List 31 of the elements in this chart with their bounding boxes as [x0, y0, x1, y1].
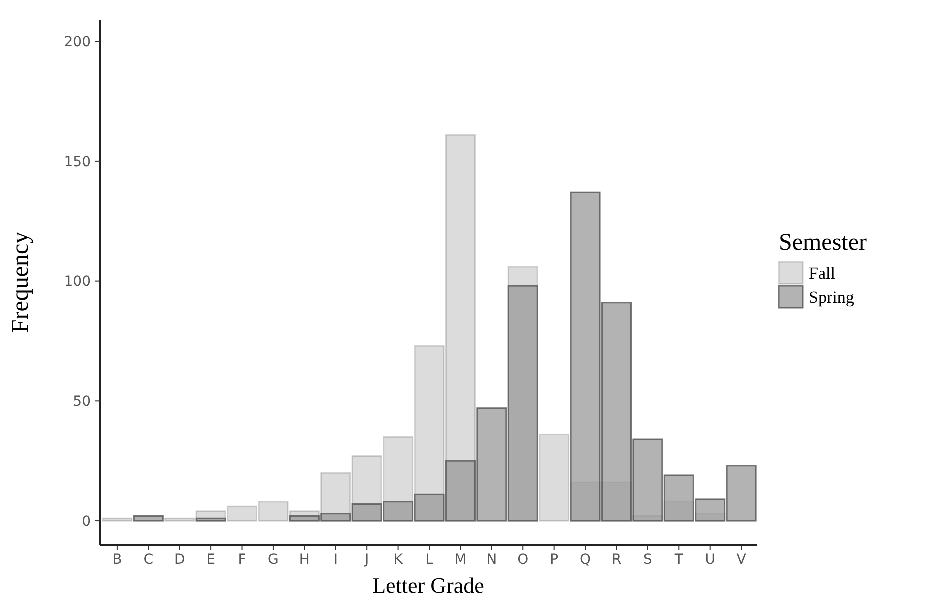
x-tick-label: D [174, 552, 186, 568]
x-tick-label: H [299, 552, 310, 568]
x-tick-label: B [112, 552, 122, 568]
legend-title: Semester [779, 230, 867, 256]
x-tick-label: L [426, 552, 434, 568]
y-tick-label: 0 [82, 514, 91, 530]
y-tick-label: 50 [73, 394, 91, 410]
y-tick-label: 150 [64, 154, 91, 170]
y-tick-label: 200 [64, 34, 91, 50]
x-tick-label: P [550, 552, 559, 568]
x-tick-label: T [674, 552, 684, 568]
x-tick-label: F [238, 552, 246, 568]
x-axis-title: Letter Grade [372, 573, 484, 598]
x-tick-label: E [206, 552, 216, 568]
x-tick-label: U [705, 552, 716, 568]
x-tick-label: J [364, 552, 370, 568]
y-axis-title: Frequency [8, 232, 34, 334]
x-tick-label: S [643, 552, 652, 568]
x-tick-label: M [454, 552, 467, 568]
x-tick-label: I [334, 552, 338, 568]
legend-label: Spring [809, 288, 855, 307]
y-tick-label: 100 [64, 274, 91, 290]
x-tick-label: G [268, 552, 279, 568]
x-tick-label: V [736, 552, 747, 568]
x-tick-label: K [394, 552, 404, 568]
x-tick-label: O [518, 552, 529, 568]
x-tick-label: R [612, 552, 622, 568]
x-tick-label: C [144, 552, 154, 568]
x-tick-label: Q [580, 552, 592, 568]
legend-label: Fall [809, 264, 836, 283]
x-tick-label: N [486, 552, 498, 568]
